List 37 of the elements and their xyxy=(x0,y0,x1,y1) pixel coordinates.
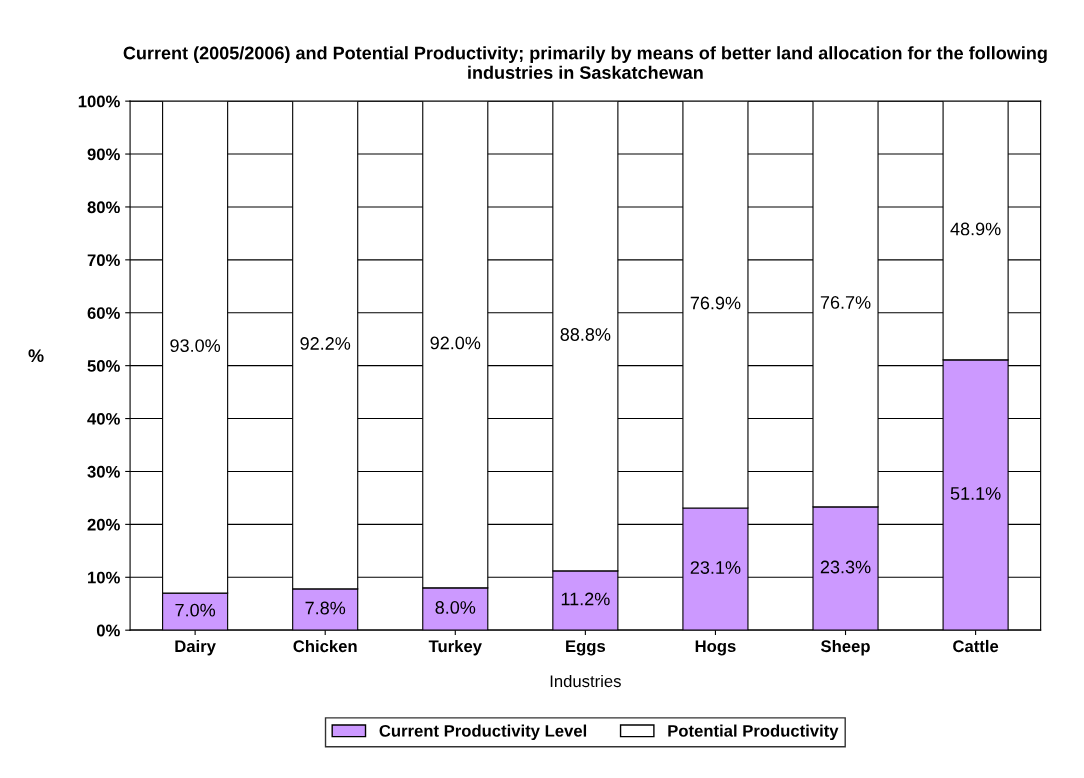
y-tick-label: 0% xyxy=(96,624,120,637)
y-tick-label: 90% xyxy=(87,148,120,161)
data-label: 7.0% xyxy=(175,603,216,617)
x-tick-label: Hogs xyxy=(695,640,736,656)
x-tick-label: Turkey xyxy=(428,639,482,656)
legend-label: Potential Productivity xyxy=(668,724,839,741)
x-tick-label: Eggs xyxy=(566,640,606,656)
legend-label: Current Productivity Level xyxy=(379,724,587,741)
data-label: 92.2% xyxy=(300,337,351,350)
x-tick-label: Sheep xyxy=(820,639,870,656)
data-label: 23.1% xyxy=(690,561,741,574)
data-label: 88.8% xyxy=(560,328,611,341)
y-tick-label: 70% xyxy=(87,254,120,267)
data-label: 8.0% xyxy=(435,601,476,614)
y-tick-label: 100% xyxy=(78,95,120,108)
y-tick-label: 50% xyxy=(87,360,120,372)
y-tick-label: 40% xyxy=(87,412,120,425)
data-label: 11.2% xyxy=(561,592,610,606)
x-tick-label: Dairy xyxy=(175,639,216,656)
data-label: 92.0% xyxy=(430,336,481,350)
data-label: 51.1% xyxy=(950,487,1001,500)
data-label: 93.0% xyxy=(170,339,221,352)
y-tick-label: 30% xyxy=(87,465,120,478)
data-label: 7.8% xyxy=(305,601,346,615)
y-axis-title: % xyxy=(28,349,44,363)
data-label: 76.9% xyxy=(690,296,741,310)
x-tick-label: Cattle xyxy=(953,639,999,653)
x-tick-label: Chicken xyxy=(293,639,357,653)
data-label: 23.3% xyxy=(820,560,871,574)
data-label: 76.7% xyxy=(820,296,871,309)
data-label: 48.9% xyxy=(950,222,1001,236)
y-tick-label: 80% xyxy=(87,201,120,214)
y-tick-label: 10% xyxy=(88,571,120,584)
chart-title: Current (2005/2006) and Potential Productivity; primarily by means of better land allocation for the following industries in Saskatchewan xyxy=(123,46,1047,79)
y-tick-label: 60% xyxy=(87,307,120,319)
y-tick-label: 20% xyxy=(87,518,120,531)
x-axis-title: Industries xyxy=(550,674,621,688)
